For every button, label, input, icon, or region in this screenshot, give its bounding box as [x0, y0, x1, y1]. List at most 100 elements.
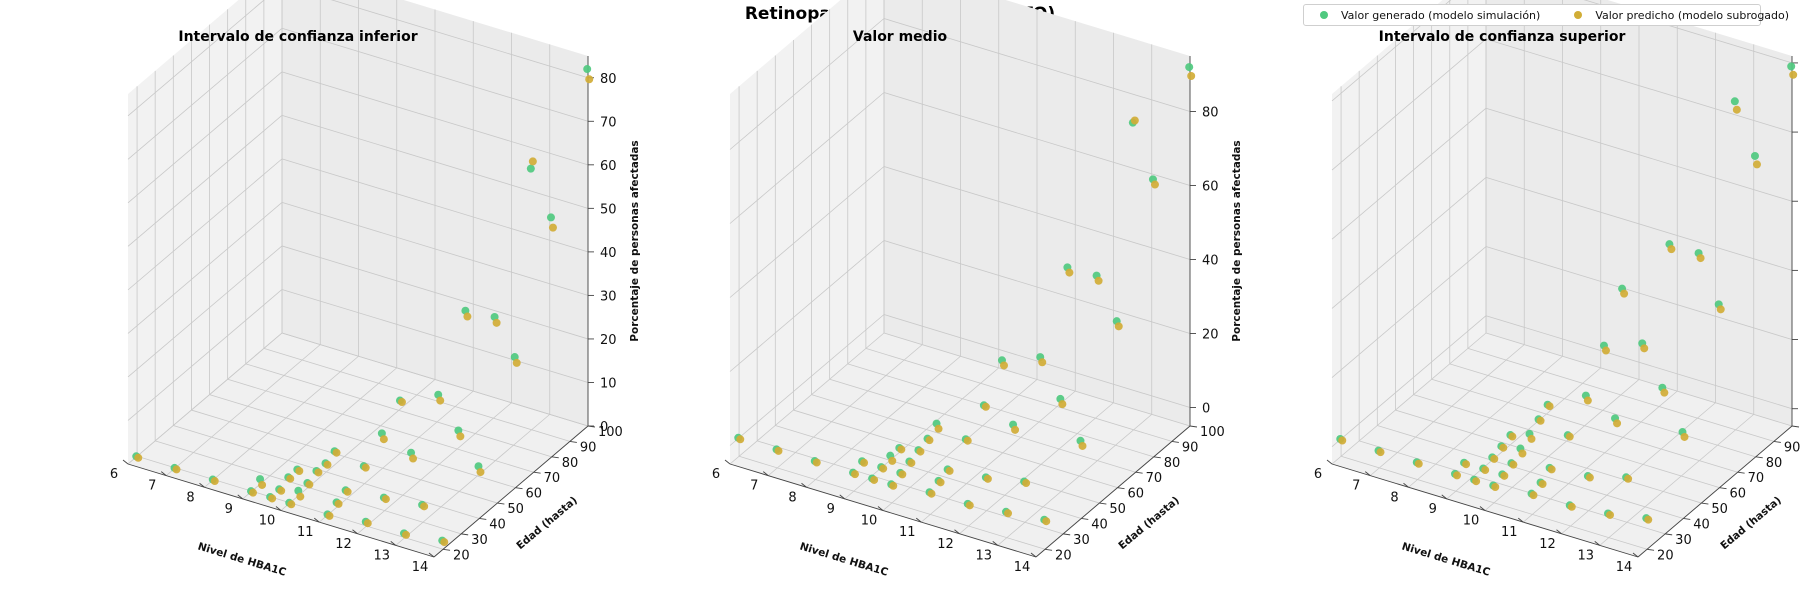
y-tick-mark — [1755, 456, 1763, 459]
z-tick-label: 20 — [1202, 328, 1219, 343]
grid-line-z-side — [729, 314, 885, 446]
grid-line-z-side — [729, 92, 885, 224]
y-tick-label: 80 — [1766, 456, 1783, 471]
point-predicted — [907, 458, 916, 467]
point-predicted — [268, 494, 277, 503]
point-predicted — [1472, 477, 1481, 486]
point-predicted — [1338, 436, 1347, 445]
point-predicted — [1011, 425, 1020, 434]
point-predicted — [296, 492, 305, 501]
point-predicted — [1022, 479, 1031, 488]
point-predicted — [1078, 441, 1087, 450]
z-tick-label: 80 — [1202, 106, 1219, 121]
y-tick-label: 60 — [1730, 487, 1747, 502]
z-axis-label: Porcentaje de personas afectadas — [629, 140, 641, 341]
x-tick-label: 12 — [937, 537, 954, 552]
point-predicted — [1644, 515, 1653, 524]
point-predicted — [897, 445, 906, 454]
point-predicted — [1187, 72, 1196, 80]
grid-line-z-side — [127, 0, 265, 117]
y-tick-label: 90 — [580, 440, 597, 455]
point-predicted — [1538, 480, 1547, 489]
grid-line-z-back — [883, 18, 1191, 112]
x-tick-mark — [992, 541, 999, 546]
y-tick-label: 50 — [507, 502, 524, 517]
y-tick-mark — [1171, 440, 1179, 443]
grid-line-y-floor — [227, 378, 534, 473]
grid-line-x-floor — [357, 402, 512, 535]
point-predicted — [1499, 443, 1508, 452]
grid-line-x-floor — [806, 355, 961, 488]
grid-line-y-floor — [1431, 378, 1738, 473]
grid-line-z-side — [729, 240, 885, 372]
x-tick-mark — [1556, 529, 1562, 535]
point-predicted — [1789, 70, 1798, 79]
grid-line-z-side — [1331, 177, 1487, 309]
grid-line-z-side — [1331, 246, 1487, 378]
x-tick-mark — [1517, 517, 1524, 523]
point-predicted — [860, 458, 869, 467]
point-predicted — [548, 223, 557, 232]
legend-label-predicted: Valor predicho (modelo subrogado) — [1595, 8, 1790, 22]
x-tick-mark — [1479, 506, 1486, 511]
z-tick-label: 60 — [600, 159, 617, 174]
point-predicted — [134, 453, 143, 462]
y-tick-mark — [442, 548, 451, 551]
point-predicted — [963, 436, 972, 445]
point-predicted — [736, 435, 745, 444]
point-predicted — [1640, 344, 1649, 353]
y-tick-mark — [1135, 471, 1143, 474]
point-generated — [1787, 62, 1796, 71]
grid-line-x-floor — [1522, 390, 1678, 523]
point-predicted — [492, 318, 501, 327]
y-tick-label: 60 — [526, 487, 543, 502]
x-tick-mark — [915, 517, 922, 523]
y-tick-label: 40 — [489, 517, 506, 532]
panel-title: Intervalo de confianza superior — [1379, 29, 1626, 45]
grid-line-z-back — [281, 332, 589, 427]
x-tick-label: 13 — [373, 548, 390, 563]
point-predicted — [934, 424, 943, 433]
point-predicted — [1567, 502, 1576, 511]
legend-label-generated: Valor generado (modelo simulación) — [1341, 8, 1541, 22]
y-tick-mark — [1153, 456, 1161, 459]
y-tick-mark — [1791, 425, 1800, 428]
grid-line-x-floor — [882, 379, 1038, 511]
x-tick-label: 6 — [110, 467, 118, 482]
grid-line-y-floor — [245, 363, 552, 458]
grid-line-z-side — [127, 71, 283, 204]
y-tick-mark — [1646, 548, 1655, 551]
x-tick-label: 7 — [750, 479, 758, 494]
grid-line-x-floor — [1369, 344, 1525, 476]
point-predicted — [1601, 346, 1610, 355]
point-predicted — [440, 538, 449, 547]
point-predicted — [361, 463, 370, 472]
grid-line-z-back — [281, 27, 589, 122]
point-predicted — [1660, 388, 1669, 397]
point-predicted — [249, 488, 258, 497]
point-predicted — [436, 396, 445, 405]
point-predicted — [1667, 245, 1676, 254]
point-predicted — [925, 436, 934, 445]
x-tick-label: 8 — [186, 490, 194, 505]
grid-line-z-side — [127, 289, 283, 421]
x-tick-mark — [1441, 494, 1448, 500]
panel-mean: 6789101112131420304050607080901000204060… — [712, 0, 1243, 579]
grid-line-x-floor — [767, 344, 923, 476]
point-generated — [526, 164, 535, 173]
y-axis-line — [1637, 425, 1793, 558]
point-predicted — [1583, 396, 1592, 405]
x-tick-mark — [390, 541, 397, 546]
grid-line-y-floor — [1377, 425, 1684, 519]
point-predicted — [585, 75, 594, 84]
grid-line-x-floor — [280, 379, 436, 511]
x-tick-label: 10 — [861, 514, 878, 529]
x-tick-mark — [1030, 552, 1037, 558]
x-tick-mark — [724, 459, 731, 465]
grid-line-x-floor — [920, 390, 1076, 523]
y-tick-mark — [569, 440, 577, 443]
y-tick-label: 70 — [1748, 471, 1765, 486]
grid-line-z-back — [281, 289, 589, 383]
y-tick-mark — [1189, 425, 1198, 428]
point-predicted — [1462, 460, 1471, 469]
